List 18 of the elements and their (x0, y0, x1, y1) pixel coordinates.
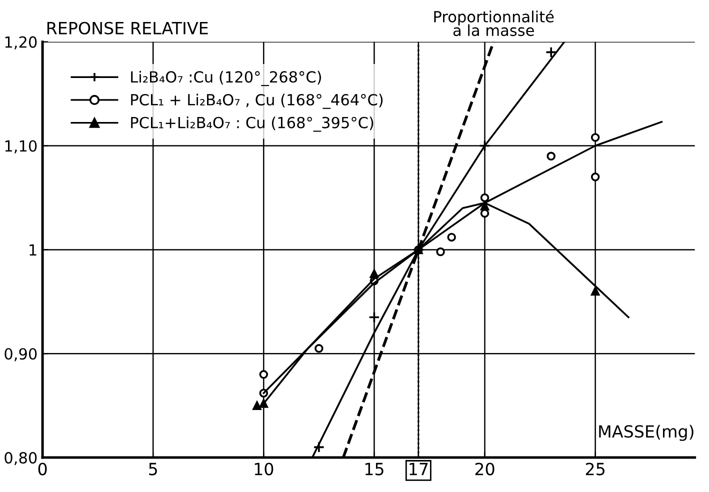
x-axis-title: MASSE(mg) (599, 424, 694, 441)
y-tick-label: 1,20 (5, 36, 37, 50)
x-tick-label: 5 (149, 462, 157, 476)
x-tick-label: 15 (365, 462, 384, 476)
x-tick-label: 25 (586, 462, 604, 476)
legend-label: Li₂B₄O₇ :Cu (120°_268°C) (131, 70, 321, 86)
x-tick-label: 17 (410, 462, 428, 476)
legend-label: PCL₁ + Li₂B₄O₇ , Cu (168°_464°C) (131, 94, 383, 109)
x-tick-label: 0 (38, 462, 47, 476)
legend-label: PCL₁+Li₂B₄O₇ : Cu (168°_395°C) (131, 116, 374, 132)
y-axis-title: REPONSE RELATIVE (47, 22, 208, 34)
y-tick-label: 0,90 (4, 348, 37, 362)
y-tick-label: 1 (30, 244, 36, 256)
y-tick-label: 1,10 (5, 140, 37, 154)
x-tick-label: 20 (475, 462, 494, 476)
annotation: Proportionnalité a la masse (434, 10, 554, 36)
x-tick-label: 10 (254, 462, 274, 476)
y-tick-label: 0,80 (4, 452, 37, 466)
